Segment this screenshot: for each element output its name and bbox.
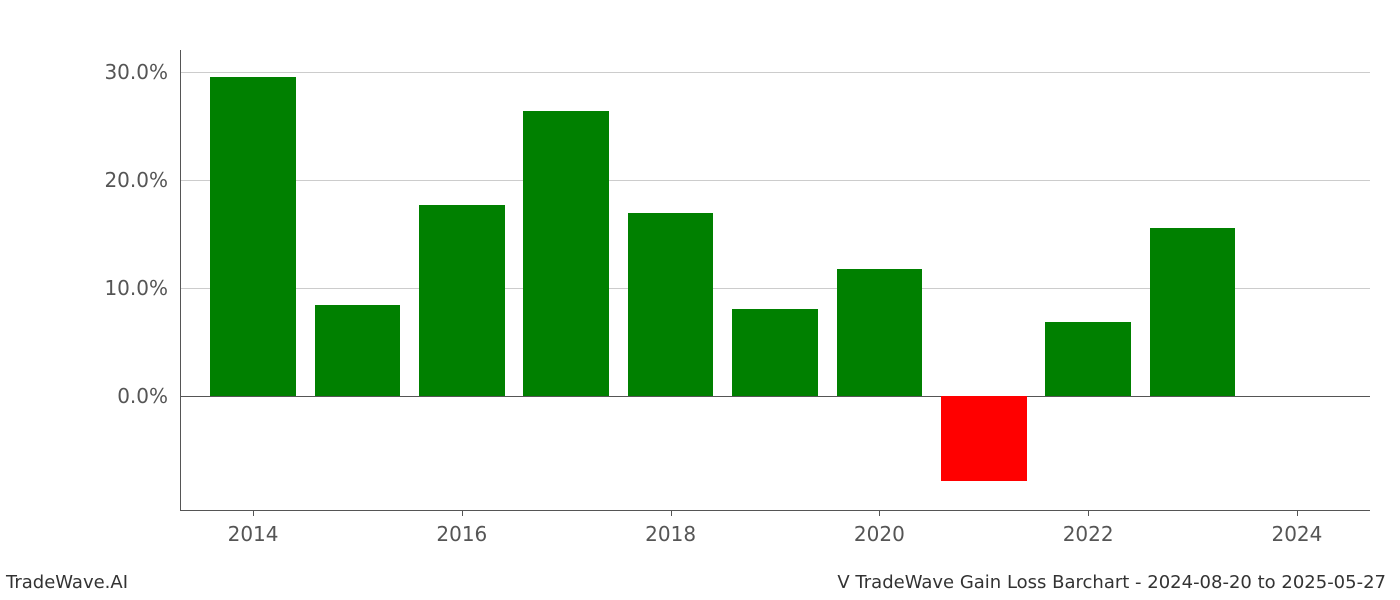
x-tick-label: 2018: [645, 522, 696, 546]
y-tick-label: 0.0%: [88, 384, 168, 408]
x-tick-label: 2016: [436, 522, 487, 546]
gridline: [180, 180, 1370, 181]
bar: [1045, 322, 1131, 397]
footer-left-text: TradeWave.AI: [6, 572, 128, 593]
x-tick-label: 2020: [854, 522, 905, 546]
bar: [732, 309, 818, 397]
footer-right-text: V TradeWave Gain Loss Barchart - 2024-08…: [837, 572, 1386, 593]
x-tick-label: 2024: [1271, 522, 1322, 546]
plot-area: [180, 50, 1370, 510]
bar: [210, 77, 296, 396]
bar: [837, 269, 923, 397]
bar: [628, 213, 714, 396]
gridline: [180, 72, 1370, 73]
zero-line: [180, 396, 1370, 397]
y-tick-label: 10.0%: [88, 276, 168, 300]
y-axis-spine: [180, 50, 181, 510]
x-tick-label: 2014: [228, 522, 279, 546]
bar: [523, 111, 609, 397]
bar: [941, 396, 1027, 480]
y-tick-label: 20.0%: [88, 168, 168, 192]
y-tick-label: 30.0%: [88, 60, 168, 84]
bar: [419, 205, 505, 397]
bar: [315, 305, 401, 396]
x-axis-spine: [180, 510, 1370, 511]
bar: [1150, 228, 1236, 397]
x-tick-label: 2022: [1063, 522, 1114, 546]
